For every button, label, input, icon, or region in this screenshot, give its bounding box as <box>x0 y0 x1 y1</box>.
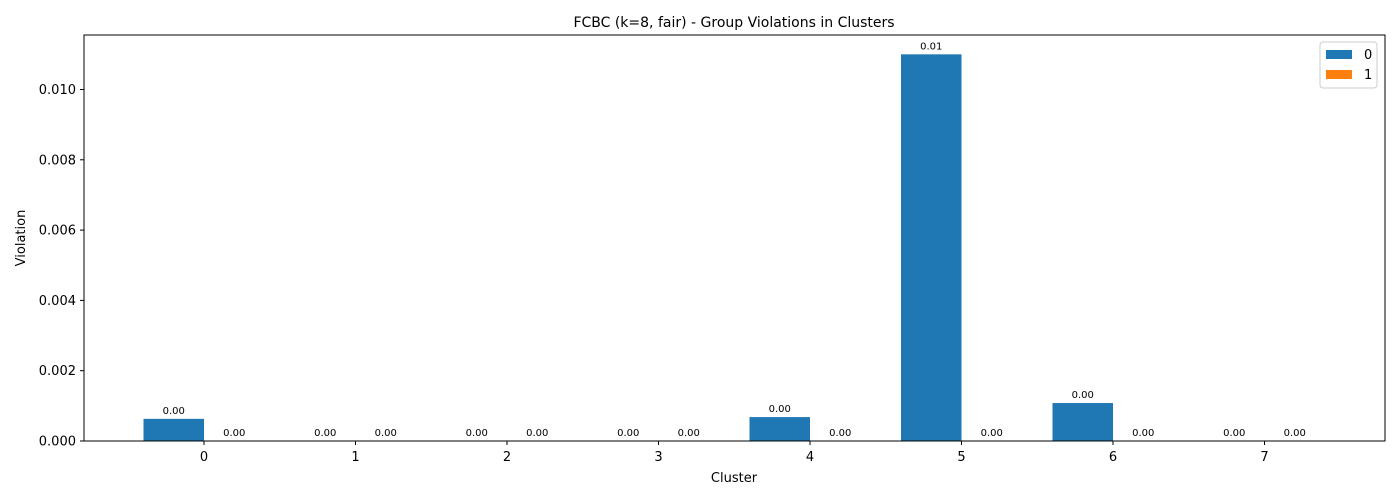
y-tick-label: 0.006 <box>39 224 76 239</box>
bar-value-label: 0.00 <box>1132 428 1154 439</box>
x-tick-label: 1 <box>351 450 359 465</box>
bar-series-0-cluster-4 <box>749 417 810 441</box>
bar-labels-layer: 0.00 0.00 0.00 0.00 0.00 0.01 0.00 0.00 0.00 0.00… <box>163 41 1306 439</box>
bar-value-label: 0.00 <box>314 428 336 439</box>
bar-value-label: 0.00 <box>1223 428 1245 439</box>
bar-value-label: 0.00 <box>769 404 791 415</box>
legend-swatch-1 <box>1326 70 1352 79</box>
x-axis-label: Cluster <box>711 471 758 486</box>
y-tick-label: 0.000 <box>39 435 76 450</box>
bar-series-0-cluster-6 <box>1052 403 1113 441</box>
legend-label-1: 1 <box>1364 68 1372 83</box>
bar-value-label: 0.00 <box>829 428 851 439</box>
bar-value-label: 0.00 <box>981 428 1003 439</box>
x-axis-ticks: 0 1 2 3 4 5 6 7 <box>200 441 1269 465</box>
bar-value-label: 0.00 <box>163 406 185 417</box>
legend-swatch-0 <box>1326 50 1352 59</box>
y-tick-label: 0.004 <box>39 294 76 309</box>
bar-value-label: 0.00 <box>466 428 488 439</box>
legend-label-0: 0 <box>1364 48 1372 63</box>
x-tick-label: 5 <box>957 450 965 465</box>
bar-value-label: 0.01 <box>920 41 942 52</box>
bar-value-label: 0.00 <box>678 428 700 439</box>
x-tick-label: 0 <box>200 450 208 465</box>
legend: 01 <box>1319 41 1378 89</box>
bars-layer <box>143 54 1113 441</box>
bar-value-label: 0.00 <box>223 428 245 439</box>
y-tick-label: 0.002 <box>39 364 76 379</box>
chart-title: FCBC (k=8, fair) - Group Violations in C… <box>573 15 894 31</box>
bar-value-label: 0.00 <box>1284 428 1306 439</box>
bar-value-label: 0.00 <box>526 428 548 439</box>
x-tick-label: 2 <box>503 450 511 465</box>
y-axis-ticks: 0.000 0.002 0.004 0.006 0.008 0.010 <box>39 83 84 450</box>
x-tick-label: 7 <box>1260 450 1268 465</box>
x-tick-label: 3 <box>654 450 662 465</box>
y-tick-label: 0.010 <box>39 83 76 98</box>
x-tick-label: 6 <box>1109 450 1117 465</box>
bar-value-label: 0.00 <box>375 428 397 439</box>
plot-frame <box>83 34 1386 442</box>
y-axis-label: Violation <box>14 210 29 267</box>
x-tick-label: 4 <box>806 450 814 465</box>
y-tick-label: 0.008 <box>39 153 76 168</box>
bar-series-0-cluster-0 <box>143 418 204 441</box>
bar-value-label: 0.00 <box>1072 390 1094 401</box>
bar-series-0-cluster-5 <box>901 54 962 441</box>
bar-value-label: 0.00 <box>617 428 639 439</box>
